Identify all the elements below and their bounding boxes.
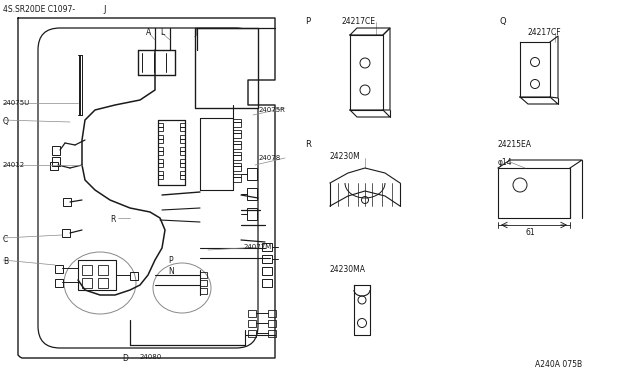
Text: 4S.SR20DE C1097-: 4S.SR20DE C1097- [3, 5, 75, 14]
Bar [55, 265, 63, 273]
Bar [248, 310, 256, 317]
Bar [262, 243, 272, 251]
Text: R: R [305, 140, 311, 149]
Text: 24217CE: 24217CE [342, 17, 376, 26]
Bar [52, 146, 60, 155]
Bar [180, 123, 185, 131]
Text: 24217CF: 24217CF [528, 28, 562, 37]
Bar [50, 162, 58, 170]
Text: R: R [110, 215, 115, 224]
Text: C: C [3, 235, 8, 244]
Text: 24230M: 24230M [330, 152, 361, 161]
Bar [63, 198, 71, 206]
Bar [262, 279, 272, 287]
Text: B: B [3, 257, 8, 266]
Bar [233, 174, 241, 182]
Bar [233, 152, 241, 160]
Bar [158, 123, 163, 131]
Bar [200, 288, 207, 294]
Bar [233, 119, 241, 127]
Bar [180, 171, 185, 179]
Text: 24075U: 24075U [3, 100, 30, 106]
Bar [248, 330, 256, 337]
Text: P: P [305, 17, 310, 26]
Text: P: P [168, 256, 173, 265]
Bar [247, 168, 257, 180]
Bar [180, 159, 185, 167]
Text: φ14: φ14 [498, 158, 513, 167]
Bar [130, 272, 138, 280]
Bar [498, 168, 570, 218]
Bar [158, 159, 163, 167]
Bar [158, 171, 163, 179]
Bar [247, 188, 257, 200]
Bar [247, 208, 257, 220]
Bar [195, 28, 258, 108]
Bar [295, 0, 640, 372]
Bar [268, 330, 276, 337]
Bar [248, 320, 256, 327]
Text: Q: Q [500, 17, 507, 26]
Bar [158, 147, 163, 155]
Text: A240A 075B: A240A 075B [535, 360, 582, 369]
Bar [233, 130, 241, 138]
Bar [268, 320, 276, 327]
Bar [262, 255, 272, 263]
Bar [78, 260, 116, 290]
Bar [55, 279, 63, 287]
Bar [233, 141, 241, 149]
Text: A: A [147, 28, 152, 37]
Text: L: L [160, 28, 164, 37]
Text: D: D [122, 354, 128, 363]
Bar [200, 280, 207, 286]
Text: 24012: 24012 [3, 162, 25, 168]
Bar [82, 278, 92, 288]
Bar [233, 163, 241, 171]
Text: Q: Q [3, 117, 9, 126]
Bar [180, 147, 185, 155]
Text: 24078: 24078 [259, 155, 281, 161]
Bar [98, 265, 108, 275]
Bar [268, 310, 276, 317]
Bar [62, 229, 70, 237]
Text: J: J [103, 5, 106, 14]
Text: 24075R: 24075R [259, 107, 286, 113]
Text: N: N [168, 267, 173, 276]
Bar [180, 135, 185, 143]
Bar [98, 278, 108, 288]
Bar [262, 267, 272, 275]
Bar [200, 272, 207, 278]
Text: 24230MA: 24230MA [330, 265, 366, 274]
Bar [158, 135, 163, 143]
Text: 24077M: 24077M [244, 244, 272, 250]
Text: 61: 61 [525, 228, 535, 237]
Bar [52, 157, 60, 166]
Text: 24215EA: 24215EA [498, 140, 532, 149]
Bar [82, 265, 92, 275]
Text: J: J [195, 28, 197, 37]
Text: 24080: 24080 [140, 354, 163, 360]
